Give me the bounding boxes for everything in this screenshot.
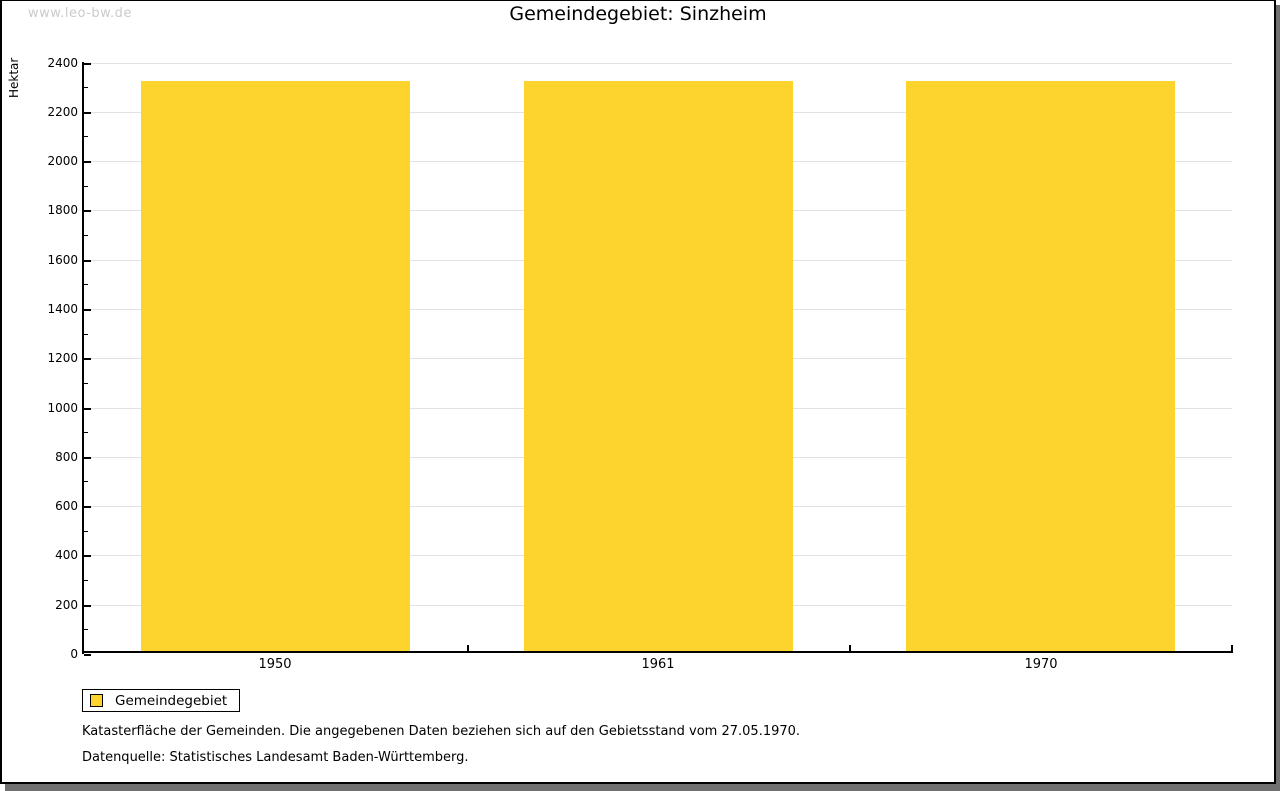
x-tick-label: 1950	[258, 657, 292, 672]
y-tick-label: 1800	[47, 203, 78, 217]
y-minor-tick	[84, 383, 88, 384]
y-axis-title: Hektar	[7, 57, 21, 98]
legend-label: Gemeindegebiet	[115, 692, 228, 709]
y-major-tick	[84, 112, 91, 114]
y-tick-label: 1400	[47, 302, 78, 316]
bar	[524, 81, 793, 652]
y-major-tick	[84, 457, 91, 459]
y-major-tick	[84, 358, 91, 360]
frame-shadow-right	[1276, 5, 1280, 791]
y-tick-label: 600	[55, 499, 78, 513]
y-minor-tick	[84, 481, 88, 482]
y-tick-label: 2000	[47, 154, 78, 168]
chart-title: Gemeindegebiet: Sinzheim	[509, 3, 767, 25]
footer-source: Datenquelle: Statistisches Landesamt Bad…	[82, 750, 469, 765]
y-gridline	[84, 63, 1232, 64]
y-tick-label: 2400	[47, 56, 78, 70]
x-end-tick	[1231, 645, 1233, 651]
y-minor-tick	[84, 136, 88, 137]
y-minor-tick	[84, 186, 88, 187]
watermark: www.leo-bw.de	[28, 6, 132, 21]
y-tick-label: 1200	[47, 351, 78, 365]
y-tick-label: 1600	[47, 253, 78, 267]
x-tick-label: 1970	[1024, 657, 1058, 672]
x-boundary-tick	[849, 645, 851, 651]
y-major-tick	[84, 161, 91, 163]
x-axis-line	[82, 651, 1233, 653]
y-minor-tick	[84, 629, 88, 630]
y-minor-tick	[84, 284, 88, 285]
y-major-tick	[84, 260, 91, 262]
x-tick-label: 1961	[641, 657, 675, 672]
y-tick-label: 2200	[47, 105, 78, 119]
frame-shadow-bottom	[5, 784, 1276, 791]
y-major-tick	[84, 408, 91, 410]
y-major-tick	[84, 210, 91, 212]
x-boundary-tick	[467, 645, 469, 651]
y-minor-tick	[84, 87, 88, 88]
y-major-tick	[84, 506, 91, 508]
legend-swatch	[90, 694, 103, 707]
y-minor-tick	[84, 432, 88, 433]
y-minor-tick	[84, 235, 88, 236]
y-major-tick	[84, 605, 91, 607]
y-axis-line	[82, 62, 84, 654]
y-tick-label: 400	[55, 548, 78, 562]
bar	[906, 81, 1175, 652]
y-major-tick	[84, 555, 91, 557]
footer-note: Katasterfläche der Gemeinden. Die angege…	[82, 724, 801, 739]
legend: Gemeindegebiet	[82, 689, 241, 712]
y-tick-label: 1000	[47, 401, 78, 415]
y-major-tick	[84, 63, 91, 65]
y-major-tick	[84, 654, 91, 656]
bar	[141, 81, 410, 652]
y-minor-tick	[84, 580, 88, 581]
y-minor-tick	[84, 334, 88, 335]
y-minor-tick	[84, 531, 88, 532]
y-tick-label: 200	[55, 598, 78, 612]
y-tick-label: 0	[70, 647, 78, 661]
y-major-tick	[84, 309, 91, 311]
y-tick-label: 800	[55, 450, 78, 464]
